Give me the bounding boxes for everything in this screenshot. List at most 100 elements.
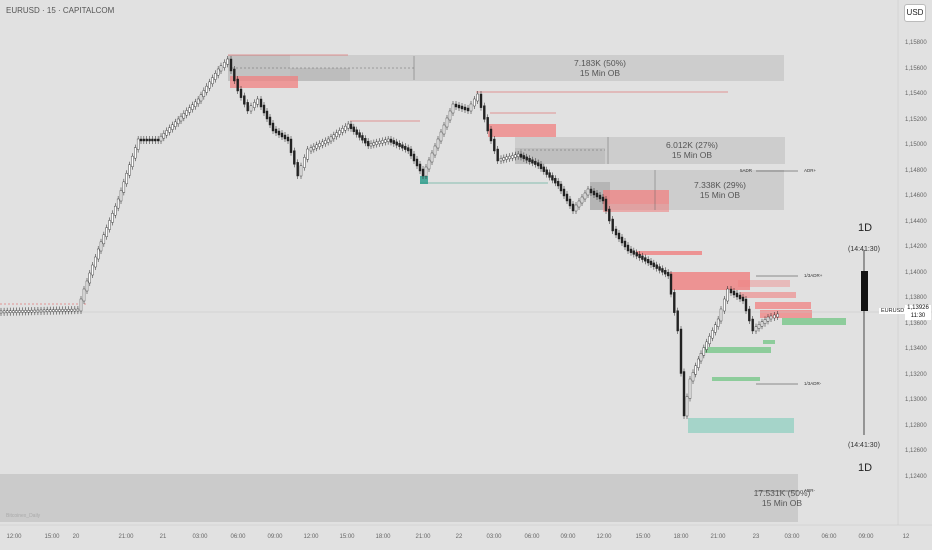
price-tick-label: 1,14600: [905, 193, 927, 199]
candle-body: [430, 152, 434, 163]
candle-body: [418, 163, 422, 172]
candle-body: [769, 315, 773, 320]
candle-body: [5, 310, 9, 314]
time-tick-label: 12:00: [596, 534, 612, 540]
candle-body: [554, 178, 557, 184]
candle-body: [102, 234, 106, 245]
candle-body: [595, 192, 599, 198]
candle-body: [119, 190, 123, 202]
candle-body: [652, 262, 656, 267]
candle-body: [522, 155, 526, 160]
candle-body: [716, 318, 720, 327]
candle-body: [508, 155, 511, 160]
candle-body: [52, 309, 55, 312]
candle-body: [726, 288, 729, 302]
candle-body: [448, 110, 452, 121]
candle-body: [262, 104, 266, 114]
candle-body: [114, 205, 117, 216]
time-tick-label: 06:00: [821, 534, 837, 540]
ob-label-1: 7.183K (50%) 15 Min OB: [574, 58, 626, 78]
candle-body: [454, 103, 458, 108]
candle-body: [646, 259, 650, 264]
third-adr-minus-label: 1/3ADR-: [804, 381, 822, 386]
candle-body: [271, 122, 275, 132]
candle-body: [598, 194, 602, 200]
candle-body: [338, 130, 341, 135]
candle-body: [580, 196, 584, 204]
candle-body: [79, 298, 83, 312]
candle-body: [2, 310, 6, 314]
candle-body: [536, 162, 540, 167]
candle-body: [392, 140, 396, 145]
candle-body: [116, 198, 120, 209]
candle-body: [341, 128, 344, 133]
price-tick-label: 1,15400: [905, 91, 927, 97]
candle-body: [324, 140, 327, 145]
candle-body: [64, 309, 67, 312]
candle-body: [321, 141, 324, 146]
candle-body: [559, 183, 563, 192]
candle-body: [42, 309, 46, 313]
currency-button[interactable]: USD: [904, 4, 926, 22]
candle-body: [694, 365, 697, 375]
candle-body: [249, 105, 253, 112]
candle-body: [344, 125, 347, 131]
candle-body: [30, 309, 33, 313]
candle-body: [176, 118, 180, 125]
candle-body: [364, 138, 367, 144]
candle-body: [256, 98, 259, 105]
candle-body: [369, 143, 373, 147]
candle-body: [514, 154, 517, 158]
candle-body: [329, 136, 333, 142]
candle-body: [486, 117, 489, 132]
time-tick-label: 23: [752, 534, 760, 540]
candle-body: [741, 296, 745, 302]
candle-body: [534, 160, 537, 165]
candle-body: [457, 104, 461, 109]
candle-body: [229, 58, 233, 72]
candle-body: [493, 138, 496, 152]
candle-body: [760, 321, 764, 327]
candle-body: [58, 309, 61, 312]
candle-body: [265, 110, 269, 120]
candle-body: [162, 133, 166, 139]
candle-body: [473, 98, 476, 107]
candle-body: [460, 105, 464, 110]
price-tick-label: 1,14400: [905, 218, 927, 225]
candle-body: [253, 102, 256, 108]
time-tick-label: 21:00: [118, 534, 134, 540]
candle-body: [286, 136, 290, 142]
time-tick-label: 12: [902, 534, 910, 540]
candle-body: [236, 78, 239, 92]
price-tick-label: 1,14000: [905, 269, 927, 276]
candle-body: [436, 138, 440, 149]
time-tick-label: 03:00: [784, 534, 800, 540]
price-tick-label: 1,12400: [905, 473, 927, 480]
candle-body: [88, 272, 92, 284]
candle-body: [182, 113, 186, 119]
candle-body: [476, 93, 479, 102]
candle-body: [277, 130, 281, 136]
candle-body: [714, 324, 717, 333]
candle-body: [682, 371, 686, 417]
candle-body: [776, 313, 779, 318]
candle-body: [676, 310, 679, 332]
time-tick-label: 18:00: [673, 534, 689, 540]
candle-body: [96, 248, 100, 260]
candle-body: [592, 190, 596, 196]
candle-body: [15, 310, 18, 313]
countdown-bottom: (14:41:30): [848, 442, 880, 449]
chart-title: EURUSD · 15 · CAPITALCOM: [6, 6, 115, 15]
candle-body: [427, 159, 431, 170]
candle-body: [309, 147, 313, 152]
candle-body: [352, 126, 356, 132]
candle-body: [729, 288, 733, 294]
candle-body: [635, 252, 638, 257]
candle-body: [525, 156, 528, 161]
candle-body: [293, 150, 296, 165]
candle-body: [303, 157, 306, 168]
candle-body: [223, 62, 226, 68]
candle-body: [91, 264, 94, 276]
candle-body: [565, 193, 569, 202]
